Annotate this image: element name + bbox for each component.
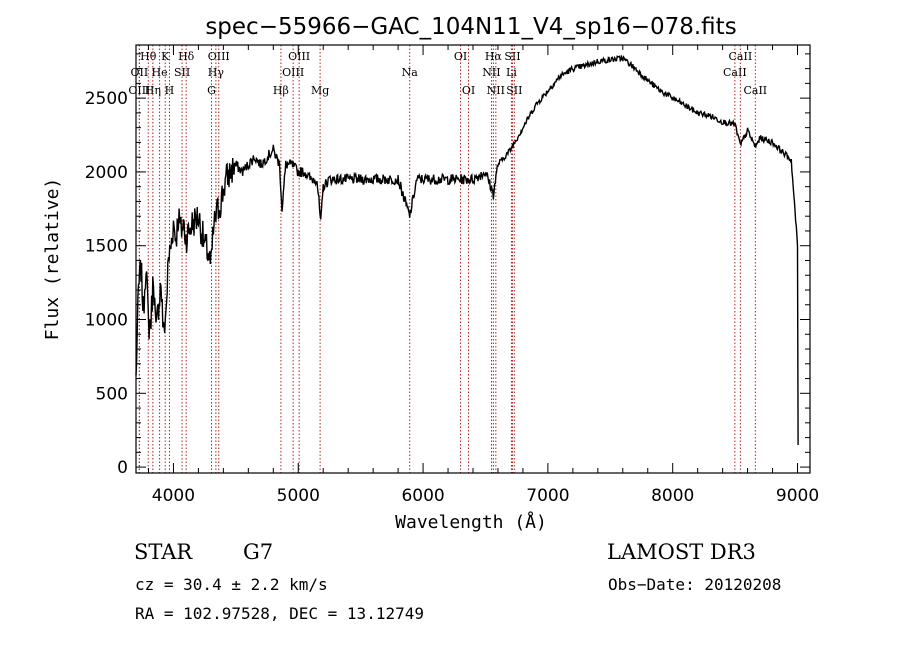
spectral-line-label: OI xyxy=(462,84,475,97)
spectral-line-label: Mg xyxy=(311,84,329,97)
y-tick-label: 0 xyxy=(117,458,128,478)
x-tick-label: 7000 xyxy=(526,486,569,506)
x-tick-label: 8000 xyxy=(651,486,694,506)
flux-series-line xyxy=(135,54,799,446)
spectral-line-label: Hγ xyxy=(208,66,225,79)
spectral-line-label: Hη xyxy=(145,84,161,97)
spectral-line-label: Hδ xyxy=(178,50,195,63)
spectral-line-label: Hβ xyxy=(273,84,289,97)
x-tick-label: 9000 xyxy=(776,486,819,506)
spectral-line-label: OIII xyxy=(282,66,304,79)
y-tick-label: 2500 xyxy=(85,89,128,109)
object-class: STAR xyxy=(134,540,193,564)
spectral-line-label: Li xyxy=(506,66,517,79)
spectral-line-label: Na xyxy=(402,66,419,79)
y-tick-label: 1500 xyxy=(85,237,128,257)
plot-frame xyxy=(135,44,811,474)
spectral-line-label: OI xyxy=(454,50,467,63)
spectral-line-label: CaII xyxy=(729,50,753,63)
redshift-cz: cz = 30.4 ± 2.2 km/s xyxy=(135,575,328,594)
x-tick-label: 4000 xyxy=(152,486,195,506)
spectral-line-label: OIII xyxy=(288,50,310,63)
spectral-line-label: H xyxy=(165,84,175,97)
y-tick-label: 500 xyxy=(96,384,128,404)
spectral-lines-layer xyxy=(138,45,756,473)
spectral-line-label: SII xyxy=(504,50,520,63)
chart-title: spec−55966−GAC_104N11_V4_sp16−078.fits xyxy=(205,14,736,40)
x-axis-label: Wavelength (Å) xyxy=(395,511,547,533)
ra-dec-coords: RA = 102.97528, DEC = 13.12749 xyxy=(135,604,424,623)
spectral-line-label: Hθ xyxy=(140,50,157,63)
y-axis-label: Flux (relative) xyxy=(42,178,63,341)
spectral-line-label: NII xyxy=(482,66,500,79)
spectral-line-label: K xyxy=(161,50,170,63)
y-tick-label: 1000 xyxy=(85,311,128,331)
object-subclass: G7 xyxy=(243,540,273,564)
spectral-line-label: OIII xyxy=(208,50,230,63)
spectral-line-labels: Hθ OII OIII K He Hη H SII Hδ OIII Hγ G Hβ OIII OIII Mg N… xyxy=(128,50,767,97)
spectral-line-label: SII xyxy=(506,84,522,97)
y-axis-ticks: 0 500 1000 1500 2000 2500 xyxy=(85,53,810,478)
x-axis-ticks: 4000 5000 6000 7000 8000 9000 xyxy=(147,45,819,506)
spectral-line-label: G xyxy=(207,84,216,97)
spectral-line-label: SII xyxy=(174,66,190,79)
spectral-line-label: He xyxy=(152,66,168,79)
spectral-line-label: CaII xyxy=(723,66,747,79)
y-tick-label: 2000 xyxy=(85,163,128,183)
spectral-line-label: OII xyxy=(131,66,149,79)
obs-date: Obs−Date: 20120208 xyxy=(608,575,781,594)
spectral-line-label: CaII xyxy=(743,84,767,97)
spectral-line-label: OIII xyxy=(128,84,150,97)
x-tick-label: 5000 xyxy=(277,486,320,506)
survey-name: LAMOST DR3 xyxy=(607,540,756,564)
spectral-line-label: Hα xyxy=(485,50,503,63)
spectral-line-label: NII xyxy=(487,84,505,97)
x-tick-label: 6000 xyxy=(401,486,444,506)
